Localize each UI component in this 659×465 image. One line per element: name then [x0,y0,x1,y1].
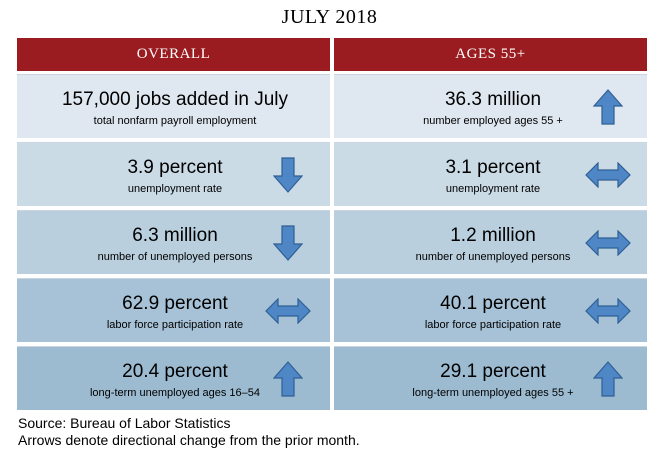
stat-label: unemployment rate [127,183,223,195]
stat-label: unemployment rate [445,183,541,195]
stat-label: number employed ages 55 + [423,115,563,127]
arrow-left-right-icon [585,297,631,325]
stat-label: labor force participation rate [106,319,244,331]
stat-cell-overall-4: 62.9 percent labor force participation ra… [17,278,330,342]
arrow-down-icon [272,225,304,261]
arrow-left-right-icon [265,297,311,325]
stat-label: labor force participation rate [424,319,562,331]
stat-label: number of unemployed persons [97,251,253,263]
stat-cell-ages55-1: 36.3 million number employed ages 55 + [334,74,647,138]
stat-cell-ages55-2: 3.1 percent unemployment rate [334,142,647,206]
stat-value: 40.1 percent [440,293,546,314]
arrow-left-right-icon [585,229,631,257]
stat-value: 3.1 percent [445,157,541,178]
arrow-note: Arrows denote directional change from th… [18,432,360,448]
arrow-left-right-icon [585,161,631,189]
stat-cell-overall-5: 20.4 percent long-term unemployed ages 16… [17,346,330,410]
stat-value: 3.9 percent [127,157,223,178]
stat-cell-ages55-3: 1.2 million number of unemployed persons [334,210,647,274]
stat-value: 36.3 million [444,89,542,110]
stat-label: total nonfarm payroll employment [93,115,257,127]
stat-label: number of unemployed persons [415,251,571,263]
stat-value: 6.3 million [132,225,218,246]
stat-value: 29.1 percent [440,361,546,382]
header-ages-55: AGES 55+ [334,38,647,74]
stat-value: 157,000 jobs added in July [61,89,289,110]
arrow-up-icon [272,361,304,397]
header-overall: OVERALL [17,38,330,74]
arrow-down-icon [272,157,304,193]
arrow-up-icon [592,89,624,125]
stat-cell-overall-3: 6.3 million number of unemployed persons [17,210,330,274]
footer: Source: Bureau of Labor Statistics Arrow… [18,415,360,449]
stat-cell-overall-2: 3.9 percent unemployment rate [17,142,330,206]
page-title: JULY 2018 [281,6,378,28]
stat-label: long-term unemployed ages 55 + [412,387,574,399]
stat-label: long-term unemployed ages 16–54 [89,387,260,399]
source-note: Source: Bureau of Labor Statistics [18,415,231,431]
stat-cell-ages55-4: 40.1 percent labor force participation ra… [334,278,647,342]
arrow-up-icon [592,361,624,397]
stat-value: 62.9 percent [122,293,228,314]
stat-value: 20.4 percent [122,361,228,382]
stat-value: 1.2 million [450,225,536,246]
stat-cell-ages55-5: 29.1 percent long-term unemployed ages 55… [334,346,647,410]
stat-cell-overall-1: 157,000 jobs added in July total nonfarm … [17,74,330,138]
